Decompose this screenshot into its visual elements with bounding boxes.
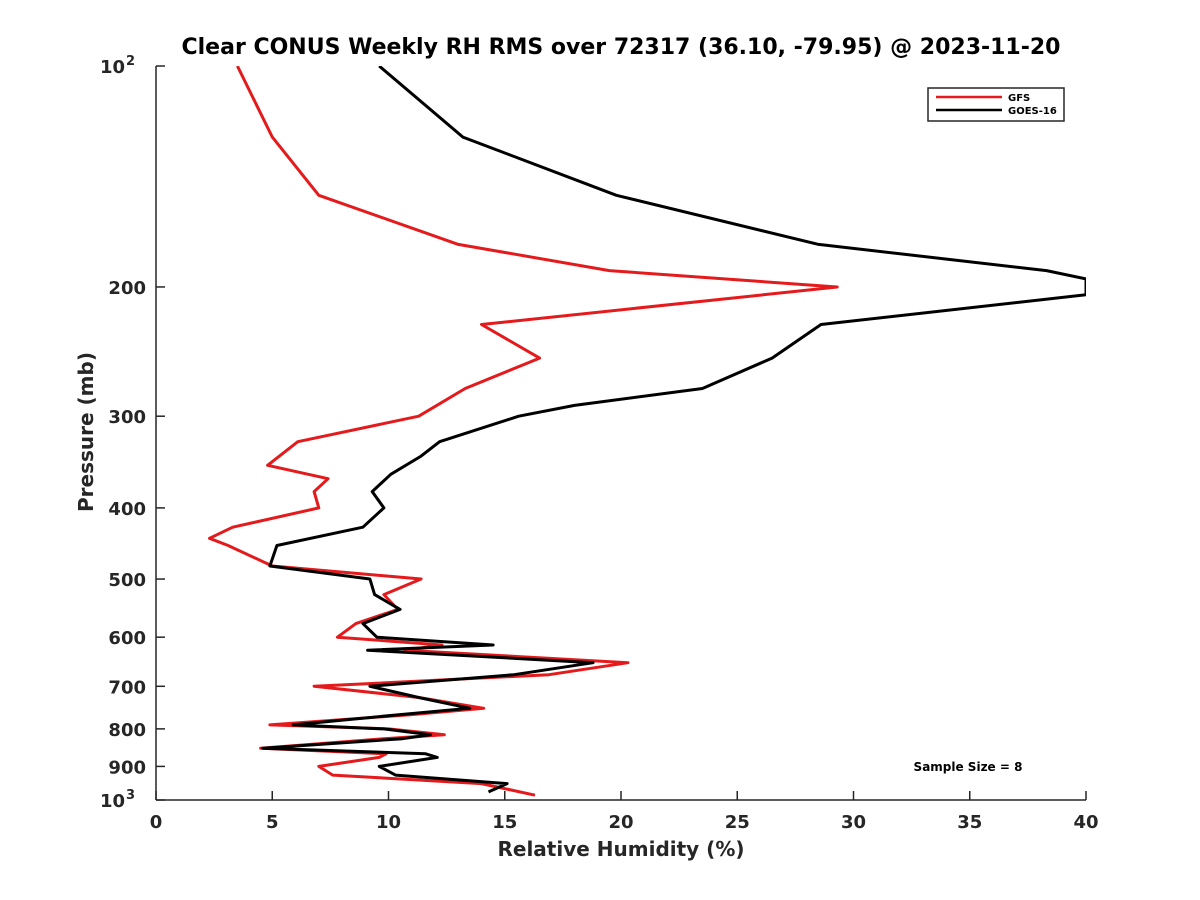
- x-tick-label: 35: [957, 812, 982, 833]
- legend-box: [927, 87, 1065, 122]
- y-axis-label: Pressure (mb): [74, 352, 98, 512]
- y-tick-label: 200: [108, 278, 146, 299]
- y-tick-label: 500: [108, 570, 146, 591]
- y-tick-exponent: 2: [126, 54, 135, 69]
- y-tick-label: 700: [108, 677, 146, 698]
- y-tick-label: 400: [108, 499, 146, 520]
- y-tick-label: 10: [100, 791, 125, 812]
- y-tick-label: 900: [108, 757, 146, 778]
- x-tick-label: 5: [266, 812, 279, 833]
- x-tick-label: 10: [376, 812, 401, 833]
- x-tick-label: 30: [841, 812, 866, 833]
- series-layer: [208, 66, 1086, 797]
- series-line-goes-16: [261, 66, 1086, 794]
- sample-size-annotation: Sample Size = 8: [914, 760, 1023, 774]
- legend: GFS GOES-16: [927, 87, 1065, 122]
- x-tick-label: 25: [725, 812, 750, 833]
- x-tick-label: 20: [608, 812, 633, 833]
- chart-title: Clear CONUS Weekly RH RMS over 72317 (36…: [182, 35, 1061, 60]
- x-axis-label: Relative Humidity (%): [497, 837, 744, 861]
- y-tick-label: 10: [100, 57, 125, 78]
- legend-label-gfs: GFS: [1008, 93, 1030, 104]
- x-tick-label: 40: [1073, 812, 1098, 833]
- legend-label-goes16: GOES-16: [1008, 106, 1057, 117]
- x-tick-label: 15: [492, 812, 517, 833]
- y-tick-label: 800: [108, 720, 146, 741]
- y-tick-label: 600: [108, 628, 146, 649]
- plot-background: [156, 66, 1086, 800]
- y-tick-label: 300: [108, 407, 146, 428]
- plot-area: [156, 66, 1086, 800]
- x-tick-label: 0: [150, 812, 163, 833]
- y-tick-exponent: 3: [126, 788, 135, 803]
